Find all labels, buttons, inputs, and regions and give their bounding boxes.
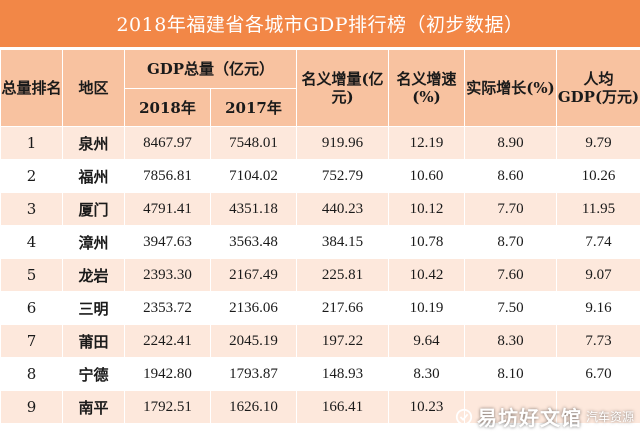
cell-nominal-growth: 10.23 xyxy=(388,390,466,424)
cell-per-capita xyxy=(556,390,640,424)
cell-region: 莆田 xyxy=(62,324,125,358)
cell-real-growth: 7.60 xyxy=(464,258,558,292)
cell-gdp-2017: 3563.48 xyxy=(209,225,298,259)
cell-nominal-increase: 197.22 xyxy=(296,324,390,358)
cell-nominal-increase: 919.96 xyxy=(296,126,390,160)
cell-gdp-2017: 2045.19 xyxy=(209,324,298,358)
cell-gdp-2017: 1626.10 xyxy=(209,390,298,424)
header-rank[interactable]: 总量排名 xyxy=(0,49,63,127)
cell-nominal-increase: 217.66 xyxy=(296,291,390,325)
cell-region: 宁德 xyxy=(62,357,125,391)
cell-region: 南平 xyxy=(62,390,125,424)
cell-per-capita: 9.79 xyxy=(556,126,640,160)
cell-real-growth: 8.30 xyxy=(464,324,558,358)
cell-nominal-increase: 440.23 xyxy=(296,192,390,226)
cell-nominal-growth: 12.19 xyxy=(388,126,466,160)
gdp-ranking-table: 总量排名 地区 GDP总量（亿元） 名义增量(亿元) 名义增速(%) 实际增长(… xyxy=(0,49,640,424)
table-row[interactable]: 8 宁德 1942.80 1793.87 148.93 8.30 8.10 6.70 xyxy=(0,357,640,391)
watermark-logo-icon xyxy=(455,408,473,425)
cell-per-capita: 11.95 xyxy=(556,192,640,226)
cell-gdp-2018: 1942.80 xyxy=(124,357,211,391)
cell-gdp-2017: 4351.18 xyxy=(209,192,298,226)
cell-region: 泉州 xyxy=(62,126,125,160)
cell-per-capita: 7.74 xyxy=(556,225,640,259)
cell-nominal-increase: 166.41 xyxy=(296,390,390,424)
cell-real-growth: 8.10 xyxy=(464,357,558,391)
cell-nominal-growth: 10.60 xyxy=(388,159,466,193)
watermark-text: 易坊好文馆 xyxy=(476,406,582,430)
header-year-2017[interactable]: 2017年 xyxy=(209,88,298,127)
cell-region: 福州 xyxy=(62,159,125,193)
cell-gdp-2017: 7104.02 xyxy=(209,159,298,193)
table-row[interactable]: 6 三明 2353.72 2136.06 217.66 10.19 7.50 9.16 xyxy=(0,291,640,325)
cell-rank: 8 xyxy=(0,357,63,391)
cell-per-capita: 6.70 xyxy=(556,357,640,391)
table-row[interactable]: 3 厦门 4791.41 4351.18 440.23 10.12 7.70 11.95 xyxy=(0,192,640,226)
cell-region: 龙岩 xyxy=(62,258,125,292)
cell-gdp-2017: 2167.49 xyxy=(209,258,298,292)
cell-region: 厦门 xyxy=(62,192,125,226)
header-nominal-growth[interactable]: 名义增速(%) xyxy=(388,49,466,127)
cell-nominal-growth: 10.42 xyxy=(388,258,466,292)
header-per-capita[interactable]: 人均GDP(万元) xyxy=(556,49,640,127)
cell-gdp-2018: 4791.41 xyxy=(124,192,211,226)
cell-nominal-growth: 10.78 xyxy=(388,225,466,259)
cell-rank: 1 xyxy=(0,126,63,160)
cell-gdp-2018: 7856.81 xyxy=(124,159,211,193)
cell-nominal-growth: 10.12 xyxy=(388,192,466,226)
cell-rank: 2 xyxy=(0,159,63,193)
table-row[interactable]: 5 龙岩 2393.30 2167.49 225.81 10.42 7.60 9.07 xyxy=(0,258,640,292)
table-row[interactable]: 9 南平 1792.51 1626.10 166.41 10.23 xyxy=(0,390,640,424)
header-region[interactable]: 地区 xyxy=(62,49,125,127)
cell-gdp-2018: 1792.51 xyxy=(124,390,211,424)
cell-nominal-increase: 225.81 xyxy=(296,258,390,292)
watermark: 易坊好文馆 汽车资源 xyxy=(455,402,634,431)
cell-nominal-growth: 10.19 xyxy=(388,291,466,325)
cell-nominal-increase: 148.93 xyxy=(296,357,390,391)
cell-rank: 7 xyxy=(0,324,63,358)
cell-rank: 4 xyxy=(0,225,63,259)
cell-nominal-growth: 8.30 xyxy=(388,357,466,391)
cell-real-growth xyxy=(464,390,558,424)
watermark-subtext: 汽车资源 xyxy=(585,410,634,424)
cell-real-growth: 8.60 xyxy=(464,159,558,193)
cell-region: 三明 xyxy=(62,291,125,325)
cell-gdp-2018: 2393.30 xyxy=(124,258,211,292)
cell-rank: 5 xyxy=(0,258,63,292)
cell-rank: 6 xyxy=(0,291,63,325)
cell-per-capita: 9.16 xyxy=(556,291,640,325)
cell-rank: 9 xyxy=(0,390,63,424)
cell-nominal-growth: 9.64 xyxy=(388,324,466,358)
table-body: 1 泉州 8467.97 7548.01 919.96 12.19 8.90 9.79 2 福州 7… xyxy=(0,126,640,424)
cell-per-capita: 9.07 xyxy=(556,258,640,292)
header-nominal-increase[interactable]: 名义增量(亿元) xyxy=(296,49,390,127)
cell-real-growth: 8.70 xyxy=(464,225,558,259)
cell-real-growth: 7.70 xyxy=(464,192,558,226)
cell-rank: 3 xyxy=(0,192,63,226)
cell-nominal-increase: 384.15 xyxy=(296,225,390,259)
header-real-growth[interactable]: 实际增长(%) xyxy=(464,49,558,127)
cell-gdp-2018: 2353.72 xyxy=(124,291,211,325)
cell-gdp-2018: 8467.97 xyxy=(124,126,211,160)
table-row[interactable]: 7 莆田 2242.41 2045.19 197.22 9.64 8.30 7.73 xyxy=(0,324,640,358)
cell-real-growth: 8.90 xyxy=(464,126,558,160)
cell-region: 漳州 xyxy=(62,225,125,259)
header-gdp-total: GDP总量（亿元） xyxy=(123,49,298,89)
table-row[interactable]: 4 漳州 3947.63 3563.48 384.15 10.78 8.70 7.74 xyxy=(0,225,640,259)
cell-per-capita: 7.73 xyxy=(556,324,640,358)
cell-gdp-2017: 1793.87 xyxy=(209,357,298,391)
table-row[interactable]: 1 泉州 8467.97 7548.01 919.96 12.19 8.90 9.79 xyxy=(0,126,640,160)
cell-real-growth: 7.50 xyxy=(464,291,558,325)
cell-gdp-2017: 7548.01 xyxy=(209,126,298,160)
cell-gdp-2018: 2242.41 xyxy=(124,324,211,358)
cell-gdp-2017: 2136.06 xyxy=(209,291,298,325)
table-row[interactable]: 2 福州 7856.81 7104.02 752.79 10.60 8.60 10.26 xyxy=(0,159,640,193)
cell-nominal-increase: 752.79 xyxy=(296,159,390,193)
header-year-2018[interactable]: 2018年 xyxy=(124,88,211,127)
table-title: 2018年福建省各城市GDP排行榜（初步数据） xyxy=(0,0,640,49)
cell-gdp-2018: 3947.63 xyxy=(124,225,211,259)
cell-per-capita: 10.26 xyxy=(556,159,640,193)
